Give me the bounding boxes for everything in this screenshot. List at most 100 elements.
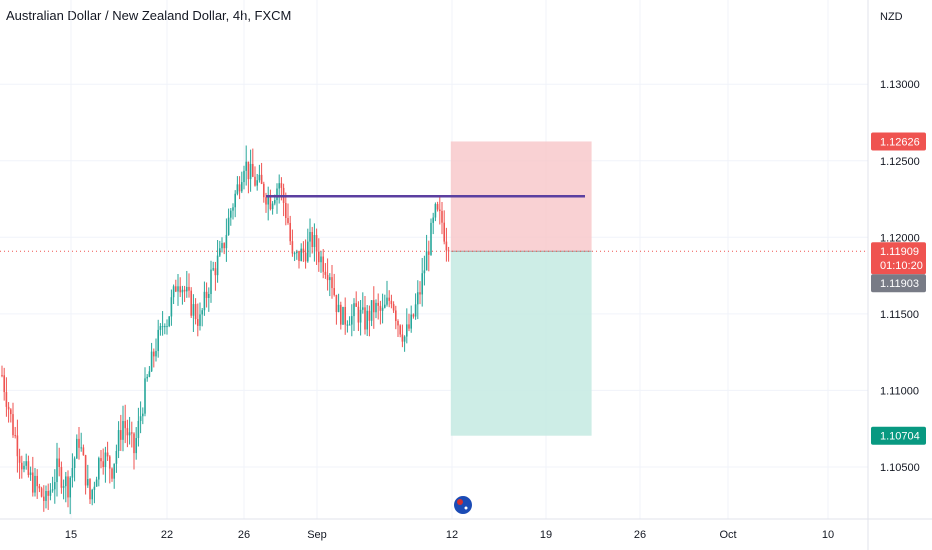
candle-body: [379, 305, 382, 311]
candle-body: [403, 336, 406, 342]
candle-body: [256, 180, 258, 186]
candle-body: [342, 306, 344, 325]
candle-body: [230, 210, 232, 218]
candle-body: [425, 251, 428, 271]
candle-body: [377, 302, 379, 306]
candle-body: [263, 183, 265, 198]
candle-body: [100, 458, 102, 462]
y-tick-label: 1.11500: [880, 309, 919, 321]
price-tag-label: 1.10704: [880, 431, 920, 443]
candle-body: [300, 248, 302, 261]
candle-body: [60, 467, 63, 488]
candle-body: [67, 476, 69, 498]
candle-body: [375, 302, 377, 313]
candle-body: [91, 489, 93, 500]
candle-body: [32, 472, 34, 493]
candle-body: [27, 461, 30, 475]
candle-body: [14, 435, 16, 437]
candle-body: [104, 452, 107, 468]
candle-body: [106, 452, 109, 457]
position-zones[interactable]: [450, 141, 592, 436]
x-tick-label: 12: [446, 529, 458, 541]
candle-body: [203, 291, 206, 311]
overlay-lines[interactable]: [0, 195, 868, 516]
candle-body: [47, 491, 49, 496]
candle-body: [54, 482, 56, 490]
candle-body: [381, 307, 384, 311]
candle-body: [216, 255, 219, 276]
candle-body: [298, 250, 300, 261]
candle-body: [315, 235, 318, 252]
candle-body: [69, 477, 71, 498]
candle-body: [307, 241, 309, 262]
candle-body: [36, 475, 38, 487]
candle-body: [434, 204, 437, 218]
y-tick-label: 1.10500: [880, 462, 920, 474]
candle-body: [18, 456, 21, 463]
price-tag-label: 1.11903: [880, 278, 919, 290]
candle-body: [128, 432, 131, 436]
candle-body: [84, 455, 87, 486]
candle-body: [16, 435, 19, 457]
x-tick-label: 10: [822, 529, 834, 541]
candle-body: [302, 248, 305, 253]
price-tag-countdown: 01:10:20: [880, 260, 923, 272]
candle-body: [146, 376, 148, 379]
candle-body: [126, 428, 129, 436]
price-tag: [871, 274, 926, 293]
candle-body: [414, 304, 417, 317]
candle-body: [199, 314, 201, 326]
candle-body: [124, 421, 126, 429]
candle-body: [131, 432, 133, 434]
candle-body: [45, 491, 47, 501]
candle-body: [179, 286, 181, 293]
candle-body: [410, 314, 412, 329]
candle-body: [109, 456, 111, 469]
candle-body: [73, 458, 76, 469]
candle-body: [274, 200, 276, 204]
candle-body: [280, 183, 283, 188]
price-tag: [871, 132, 926, 151]
flag-cross-icon: [457, 499, 463, 505]
candle-body: [346, 324, 349, 326]
candle-body: [111, 468, 113, 479]
price-tag: [871, 426, 926, 445]
candle-body: [98, 458, 100, 480]
candle-body: [417, 292, 419, 305]
australia-flag-icon: [452, 494, 474, 516]
candle-body: [392, 304, 395, 311]
candle-body: [43, 496, 45, 501]
chart-title: Australian Dollar / New Zealand Dollar, …: [6, 8, 292, 23]
candle-body: [188, 286, 190, 291]
candle-body: [144, 378, 146, 414]
candle-body: [102, 461, 104, 468]
candle-body: [159, 326, 162, 330]
candle-body: [122, 421, 124, 440]
candle-body: [7, 406, 10, 410]
candle-body: [271, 203, 274, 210]
candle-body: [65, 476, 67, 487]
candle-body: [137, 421, 140, 439]
candle-body: [161, 326, 164, 328]
candle-body: [326, 274, 329, 281]
candle-body: [428, 251, 430, 255]
candle-body: [388, 297, 390, 301]
candle-body: [214, 268, 217, 276]
price-tag-label: 1.12626: [880, 136, 920, 148]
candle-body: [260, 174, 263, 184]
candle-body: [95, 479, 98, 487]
candle-body: [3, 375, 5, 393]
candle-body: [362, 307, 364, 310]
candle-body: [113, 463, 115, 479]
candle-body: [309, 232, 311, 242]
candle-body: [157, 329, 159, 352]
candle-body: [318, 251, 320, 263]
y-tick-label: 1.12500: [880, 156, 920, 168]
candle-body: [293, 253, 296, 255]
candle-body: [278, 183, 280, 189]
candle-body: [150, 351, 153, 372]
candle-body: [40, 488, 43, 497]
y-tick-label: 1.11000: [880, 385, 919, 397]
